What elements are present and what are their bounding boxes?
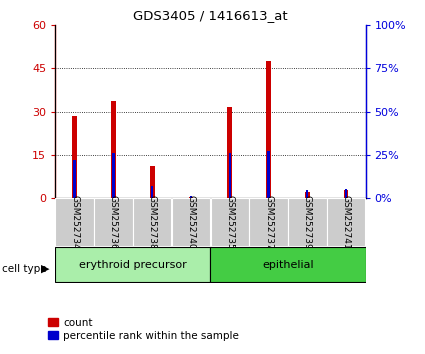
Bar — [344, 190, 348, 198]
Text: GSM252739: GSM252739 — [303, 195, 312, 250]
Text: cell type: cell type — [2, 264, 47, 274]
Text: GSM252735: GSM252735 — [225, 195, 234, 250]
Bar — [267, 150, 270, 198]
Bar — [189, 197, 193, 198]
Bar — [266, 61, 271, 198]
Bar — [55, 198, 94, 246]
Legend: count, percentile rank within the sample: count, percentile rank within the sample — [48, 318, 239, 341]
Bar — [305, 193, 310, 198]
Text: GSM252736: GSM252736 — [109, 195, 118, 250]
Bar — [94, 198, 133, 246]
Text: GSM252734: GSM252734 — [70, 195, 79, 250]
Bar — [55, 247, 210, 282]
Text: erythroid precursor: erythroid precursor — [79, 259, 187, 270]
Text: ▶: ▶ — [41, 264, 49, 274]
Bar — [327, 198, 366, 246]
Bar — [210, 247, 366, 282]
Bar — [150, 166, 155, 198]
Bar — [111, 101, 116, 198]
Bar — [151, 186, 153, 198]
Bar — [345, 189, 347, 198]
Title: GDS3405 / 1416613_at: GDS3405 / 1416613_at — [133, 9, 288, 22]
Text: GSM252737: GSM252737 — [264, 195, 273, 250]
Bar — [172, 198, 210, 246]
Bar — [227, 107, 232, 198]
Bar — [229, 153, 231, 198]
Bar — [190, 196, 192, 198]
Bar — [306, 190, 309, 198]
Text: GSM252738: GSM252738 — [148, 195, 157, 250]
Bar — [249, 198, 288, 246]
Text: GSM252740: GSM252740 — [187, 195, 196, 250]
Bar — [288, 198, 326, 246]
Bar — [133, 198, 171, 246]
Text: epithelial: epithelial — [262, 259, 314, 270]
Bar — [72, 116, 77, 198]
Bar — [112, 153, 115, 198]
Bar — [210, 198, 249, 246]
Bar — [74, 160, 76, 198]
Text: GSM252741: GSM252741 — [342, 195, 351, 250]
